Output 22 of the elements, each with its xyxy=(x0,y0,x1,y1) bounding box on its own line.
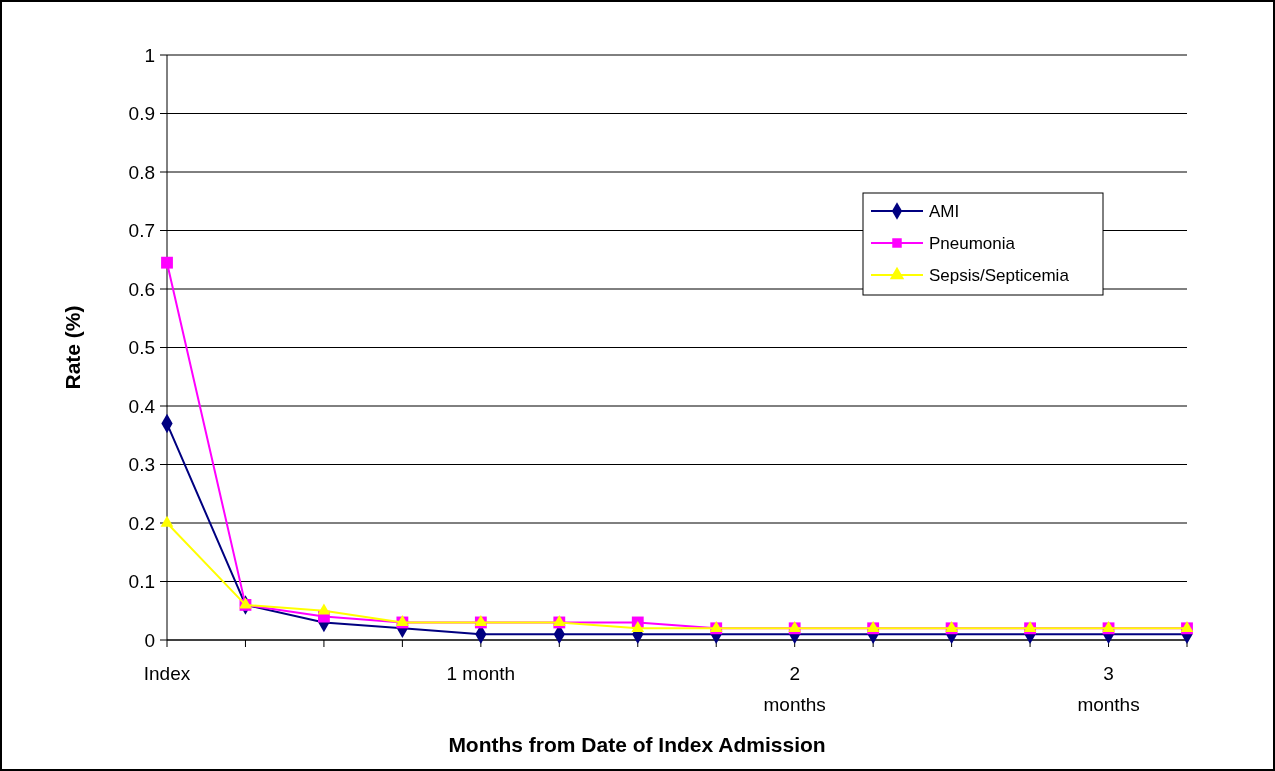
x-axis-title: Months from Date of Index Admission xyxy=(448,733,826,756)
y-tick-label: 0.8 xyxy=(128,161,155,183)
y-tick-label: 0 xyxy=(144,629,155,651)
y-tick-label: 0.6 xyxy=(128,278,155,300)
x-tick-label: 3 months xyxy=(1077,663,1140,715)
y-tick-label: 0.4 xyxy=(128,395,156,417)
y-tick-label: 0.5 xyxy=(128,337,155,359)
y-tick-label: 0.1 xyxy=(128,571,155,593)
legend-label: Pneumonia xyxy=(929,233,1016,253)
y-tick-label: 0.3 xyxy=(128,454,155,476)
point xyxy=(161,256,173,269)
y-tick-label: 0.7 xyxy=(128,220,155,242)
x-tick-label: Index xyxy=(143,663,191,684)
x-tick-label: 2 months xyxy=(763,663,826,715)
point xyxy=(317,603,331,615)
y-tick-label: 0.2 xyxy=(128,512,155,534)
y-tick-label: 0.9 xyxy=(128,103,155,125)
y-tick-label: 1 xyxy=(144,44,155,66)
legend-label: Sepsis/Septicemia xyxy=(929,265,1070,285)
legend-label: AMI xyxy=(929,201,960,221)
x-tick-label: 1 month xyxy=(446,663,516,684)
y-axis-title: Rate (%) xyxy=(61,305,84,390)
